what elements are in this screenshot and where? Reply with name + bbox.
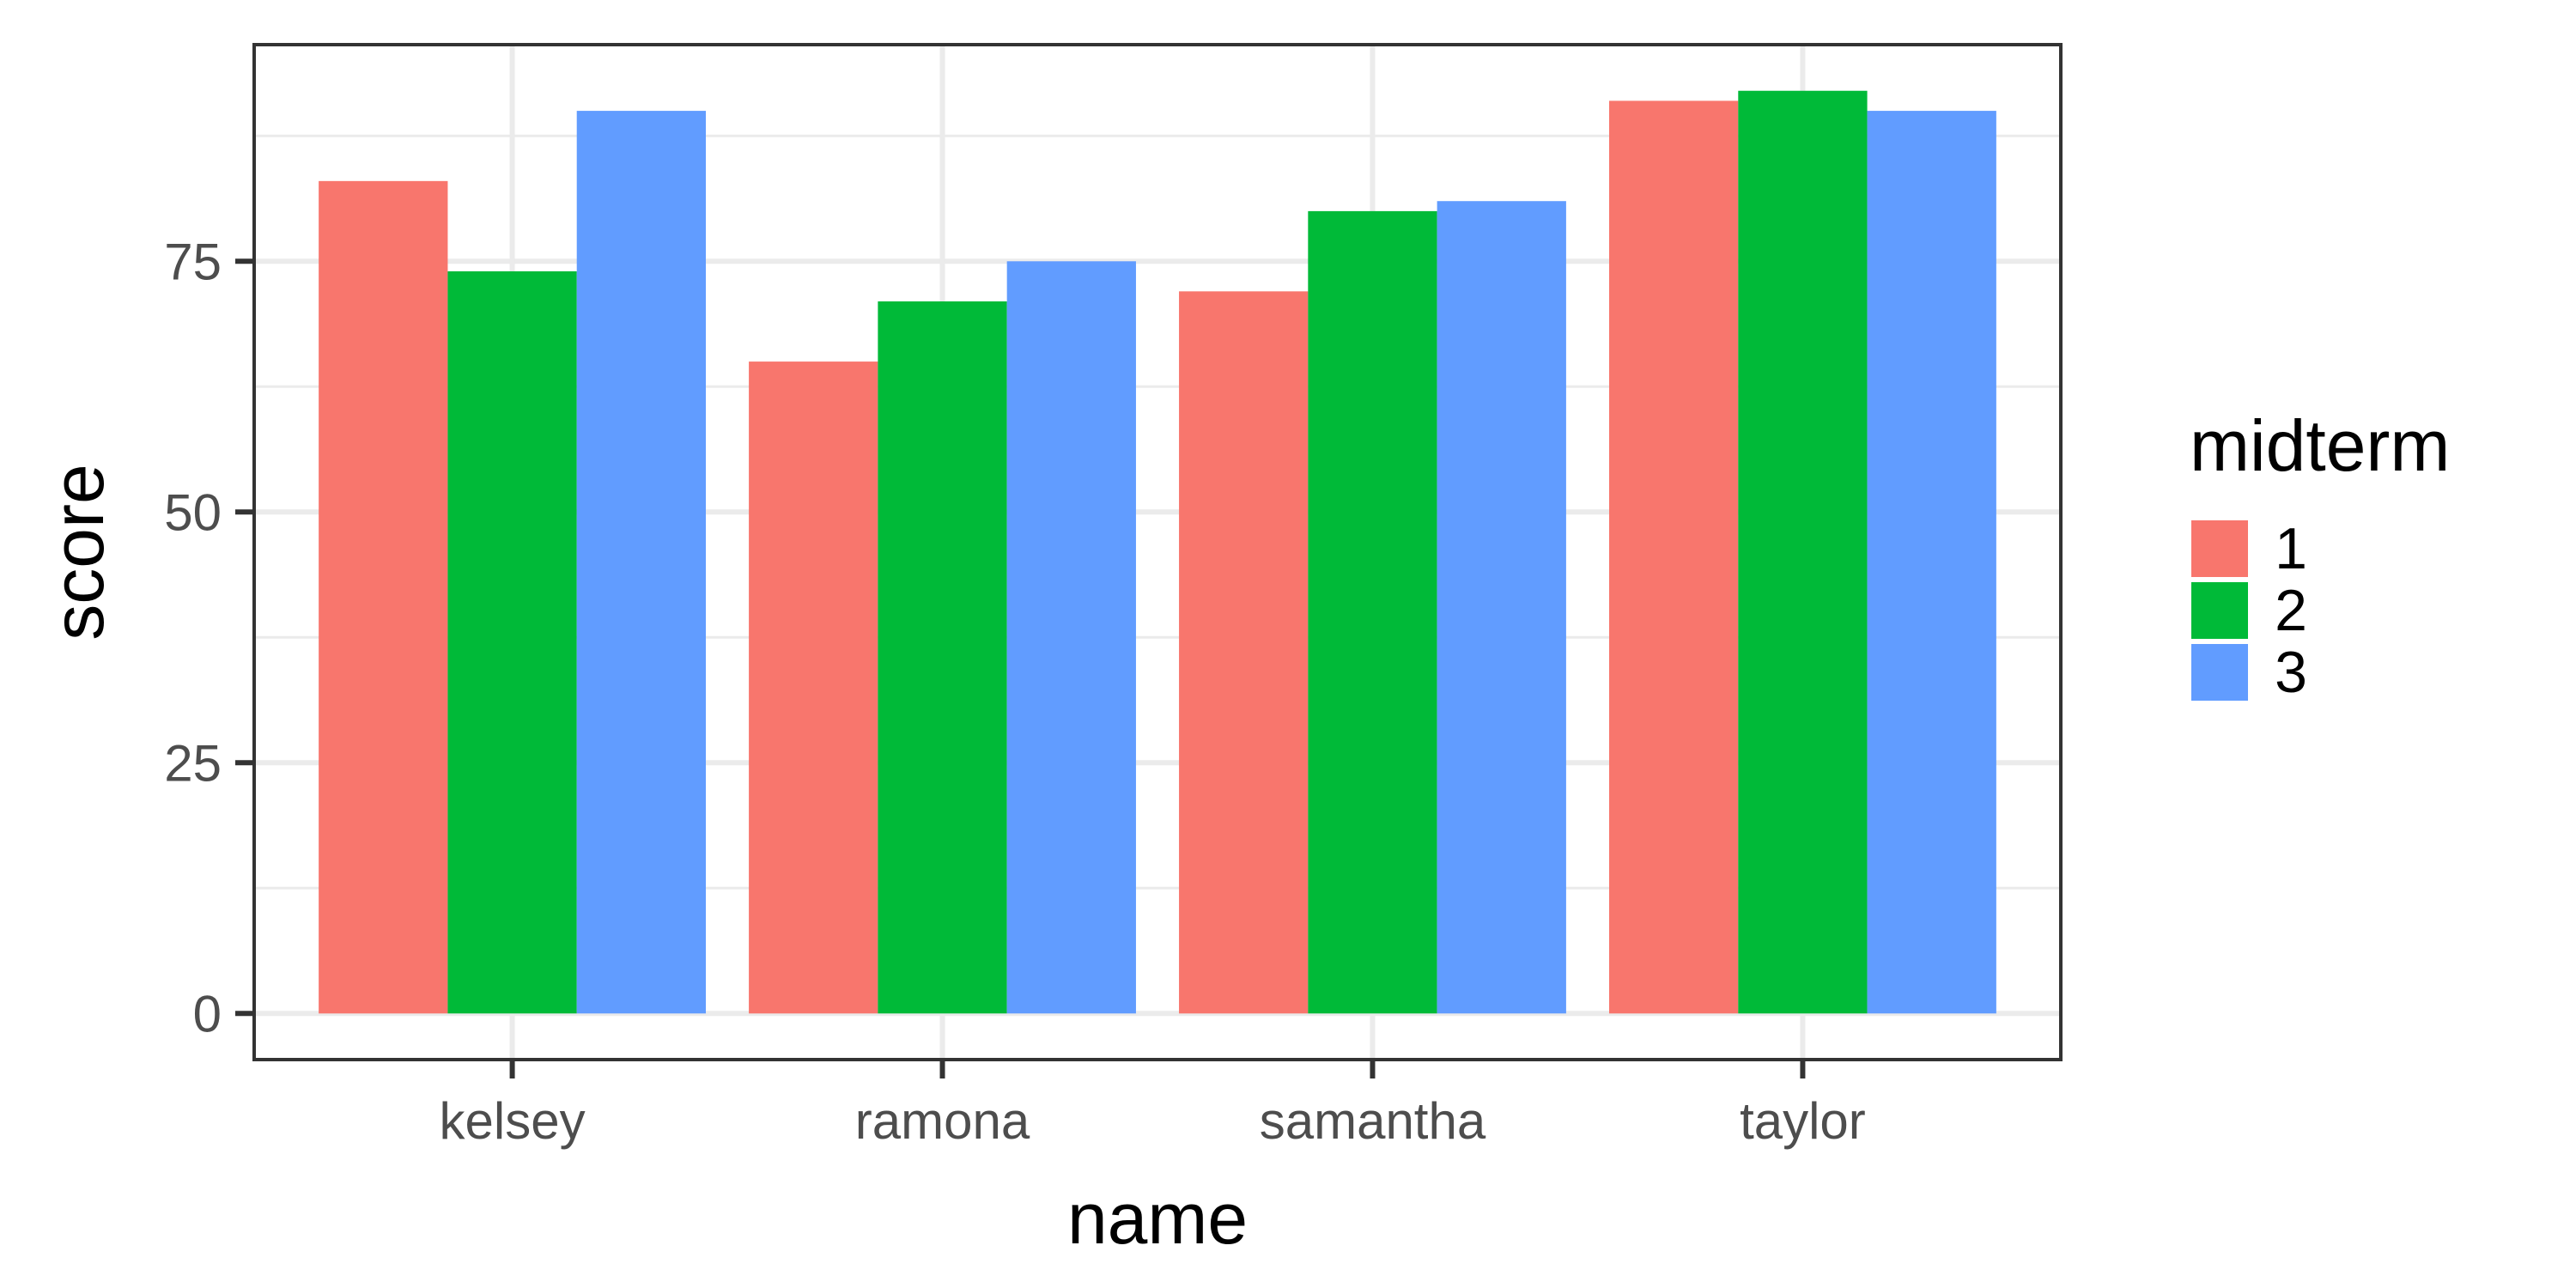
bar-taylor-series-2 (1738, 90, 1868, 1014)
axes: 0 25 50 75 kelsey ramona samantha taylor (164, 233, 1866, 1150)
x-axis-title: name (1067, 1178, 1248, 1259)
bar-ramona-series-1 (749, 361, 878, 1014)
legend-key-2 (2191, 582, 2248, 639)
bar-kelsey-series-3 (576, 111, 706, 1014)
legend-key-3 (2191, 644, 2248, 701)
bar-kelsey-series-2 (447, 270, 577, 1014)
bar-kelsey-series-1 (319, 180, 448, 1014)
legend-label: 2 (2275, 578, 2307, 643)
bar-samantha-series-2 (1308, 210, 1437, 1014)
y-tick-label: 75 (164, 233, 222, 290)
legend-label: 1 (2275, 516, 2307, 581)
y-tick-label: 0 (193, 985, 222, 1042)
y-tick-label: 25 (164, 734, 222, 792)
bar-samantha-series-1 (1179, 291, 1309, 1014)
panel-border (252, 43, 2063, 1061)
bar-taylor-series-1 (1609, 100, 1739, 1014)
bar-ramona-series-3 (1006, 261, 1136, 1014)
bars (319, 90, 1996, 1014)
x-tick-label: kelsey (440, 1092, 586, 1150)
bar-taylor-series-3 (1867, 111, 1996, 1014)
x-tick-label: taylor (1740, 1092, 1866, 1150)
x-tick-label: ramona (855, 1092, 1030, 1150)
legend-key-1 (2191, 520, 2248, 577)
y-axis-title: score (38, 464, 118, 640)
legend-title: midterm (2190, 405, 2450, 486)
legend-label: 3 (2275, 640, 2307, 705)
y-tick-label: 50 (164, 483, 222, 541)
bar-ramona-series-2 (878, 301, 1007, 1014)
legend-items: 123 (2191, 516, 2307, 705)
legend: midterm 123 (2190, 405, 2450, 705)
bar-samantha-series-3 (1437, 201, 1566, 1014)
x-tick-label: samantha (1260, 1092, 1486, 1150)
